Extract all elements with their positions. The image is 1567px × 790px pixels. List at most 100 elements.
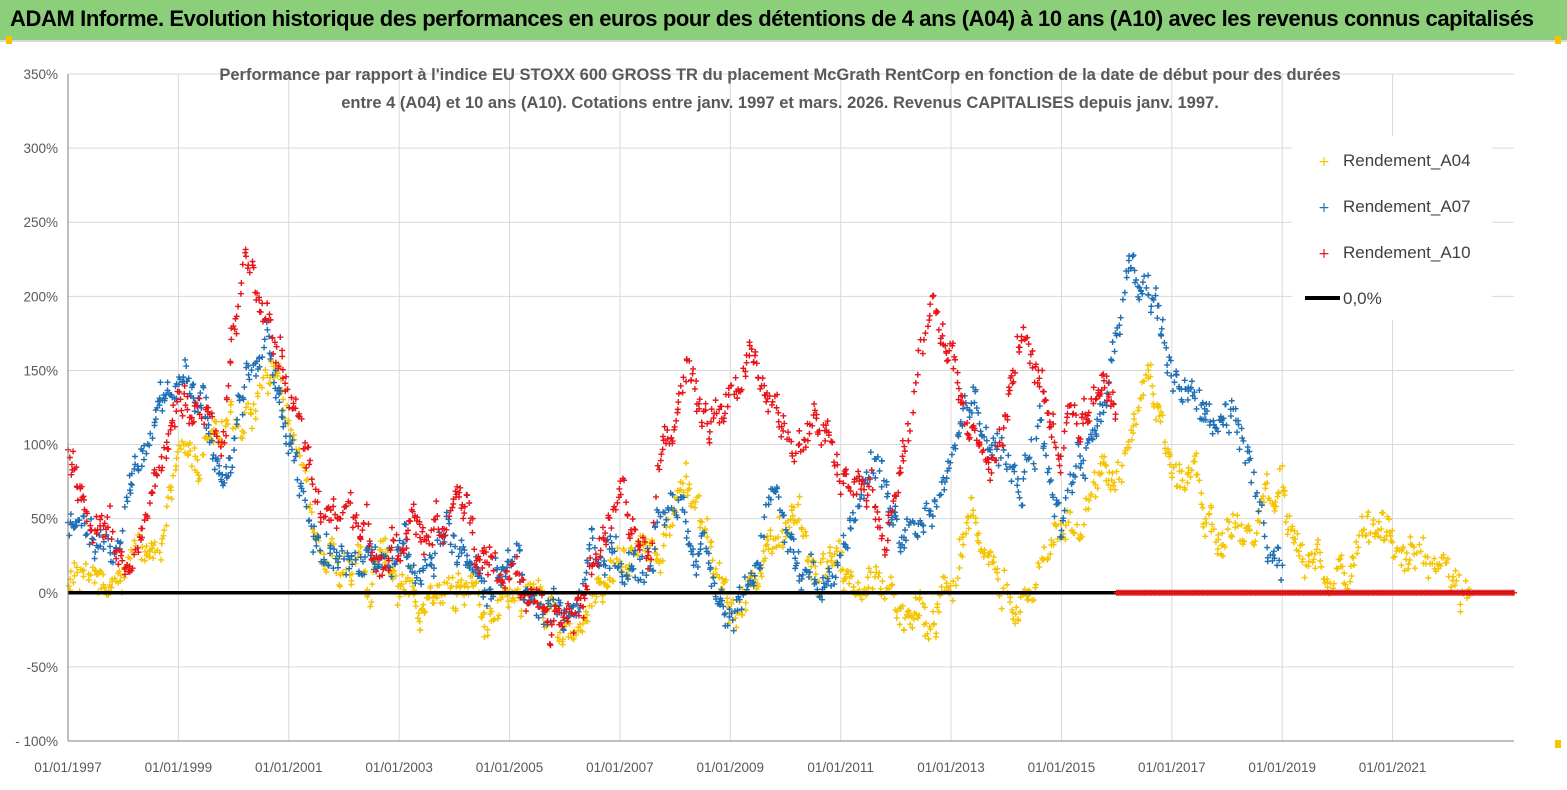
point-rendement-a07 (1225, 429, 1232, 436)
point-rendement-a04 (728, 600, 735, 607)
point-rendement-a04 (1420, 534, 1427, 541)
point-rendement-a07 (455, 553, 462, 560)
point-rendement-a10 (1083, 416, 1090, 423)
point-rendement-a07 (1248, 479, 1255, 486)
series-rendement-a10 (65, 246, 1119, 649)
point-rendement-a07 (625, 549, 632, 556)
point-rendement-a04 (1167, 461, 1174, 468)
point-rendement-a04 (1417, 548, 1424, 555)
point-rendement-a04 (1150, 391, 1157, 398)
point-rendement-a04 (409, 577, 416, 584)
point-rendement-a04 (803, 532, 810, 539)
point-rendement-a04 (490, 617, 497, 624)
y-axis-labels: 350%300%250%200%150%100%50%0%-50%- 100% (15, 67, 58, 749)
point-rendement-a10 (227, 359, 234, 366)
point-rendement-a10 (927, 301, 934, 308)
point-rendement-a10 (750, 359, 757, 366)
point-rendement-a07 (792, 565, 799, 572)
point-rendement-a10 (677, 382, 684, 389)
point-rendement-a04 (177, 445, 184, 452)
point-rendement-a10 (780, 412, 787, 419)
point-rendement-a07 (995, 462, 1002, 469)
point-rendement-a04 (1065, 519, 1072, 526)
point-rendement-a07 (589, 535, 596, 542)
point-rendement-a07 (417, 577, 424, 584)
point-rendement-a10 (347, 489, 354, 496)
point-rendement-a04 (1157, 418, 1164, 425)
point-rendement-a10 (1036, 375, 1043, 382)
point-rendement-a07 (1011, 468, 1018, 475)
point-rendement-a07 (683, 534, 690, 541)
point-rendement-a10 (1046, 419, 1053, 426)
point-rendement-a07 (1080, 457, 1087, 464)
point-rendement-a07 (339, 547, 346, 554)
point-rendement-a10 (73, 464, 80, 471)
point-rendement-a04 (1110, 482, 1117, 489)
point-rendement-a10 (910, 409, 917, 416)
point-rendement-a07 (968, 409, 975, 416)
point-rendement-a07 (901, 544, 908, 551)
point-rendement-a04 (776, 542, 783, 549)
point-rendement-a07 (630, 565, 637, 572)
point-rendement-a10 (713, 410, 720, 417)
point-rendement-a10 (1084, 412, 1091, 419)
point-rendement-a10 (658, 451, 665, 458)
point-rendement-a07 (947, 459, 954, 466)
point-rendement-a07 (1148, 303, 1155, 310)
point-rendement-a04 (163, 522, 170, 529)
point-rendement-a10 (1027, 351, 1034, 358)
point-rendement-a10 (509, 560, 516, 567)
point-rendement-a07 (1141, 273, 1148, 280)
point-rendement-a07 (669, 491, 676, 498)
point-rendement-a04 (194, 456, 201, 463)
point-rendement-a10 (966, 434, 973, 441)
point-rendement-a07 (124, 498, 131, 505)
point-rendement-a04 (1182, 486, 1189, 493)
point-rendement-a10 (597, 547, 604, 554)
point-rendement-a04 (847, 568, 854, 575)
point-rendement-a10 (254, 290, 261, 297)
point-rendement-a04 (265, 390, 272, 397)
point-rendement-a07 (1206, 401, 1213, 408)
point-rendement-a10 (1080, 420, 1087, 427)
point-rendement-a04 (240, 429, 247, 436)
point-rendement-a04 (1202, 515, 1209, 522)
point-rendement-a10 (169, 417, 176, 424)
point-rendement-a10 (690, 365, 697, 372)
point-rendement-a07 (793, 560, 800, 567)
point-rendement-a10 (173, 408, 180, 415)
point-rendement-a10 (426, 540, 433, 547)
point-rendement-a10 (679, 389, 686, 396)
y-tick-label: 250% (23, 215, 58, 230)
point-rendement-a07 (428, 561, 435, 568)
point-rendement-a04 (384, 548, 391, 555)
point-rendement-a07 (84, 531, 91, 538)
point-rendement-a04 (430, 600, 437, 607)
point-rendement-a10 (516, 570, 523, 577)
point-rendement-a04 (609, 577, 616, 584)
point-rendement-a07 (528, 596, 535, 603)
point-rendement-a07 (911, 520, 918, 527)
point-rendement-a10 (683, 378, 690, 385)
point-rendement-a07 (481, 578, 488, 585)
point-rendement-a04 (267, 380, 274, 387)
point-rendement-a07 (1047, 477, 1054, 484)
point-rendement-a07 (920, 529, 927, 536)
point-rendement-a04 (855, 579, 862, 586)
point-rendement-a10 (645, 548, 652, 555)
point-rendement-a10 (146, 500, 153, 507)
point-rendement-a04 (80, 567, 87, 574)
point-rendement-a04 (1000, 585, 1007, 592)
y-tick-label: 100% (23, 438, 58, 453)
point-rendement-a10 (831, 459, 837, 466)
point-rendement-a10 (443, 526, 450, 533)
point-rendement-a07 (149, 435, 156, 442)
point-rendement-a10 (257, 309, 264, 316)
point-rendement-a07 (107, 549, 114, 556)
point-rendement-a07 (1038, 416, 1045, 423)
point-rendement-a07 (557, 599, 564, 606)
point-rendement-a04 (1086, 497, 1093, 504)
point-rendement-a07 (1242, 459, 1249, 466)
point-rendement-a10 (780, 427, 787, 434)
point-rendement-a04 (1033, 581, 1040, 588)
